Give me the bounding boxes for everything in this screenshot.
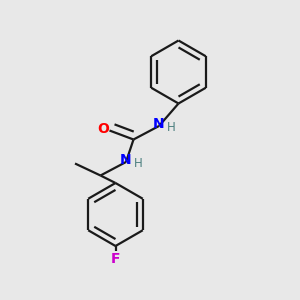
Text: O: O: [97, 122, 109, 136]
Text: N: N: [120, 153, 132, 166]
Text: F: F: [111, 252, 120, 266]
Text: H: H: [167, 121, 176, 134]
Text: H: H: [134, 157, 143, 170]
Text: N: N: [153, 117, 165, 130]
